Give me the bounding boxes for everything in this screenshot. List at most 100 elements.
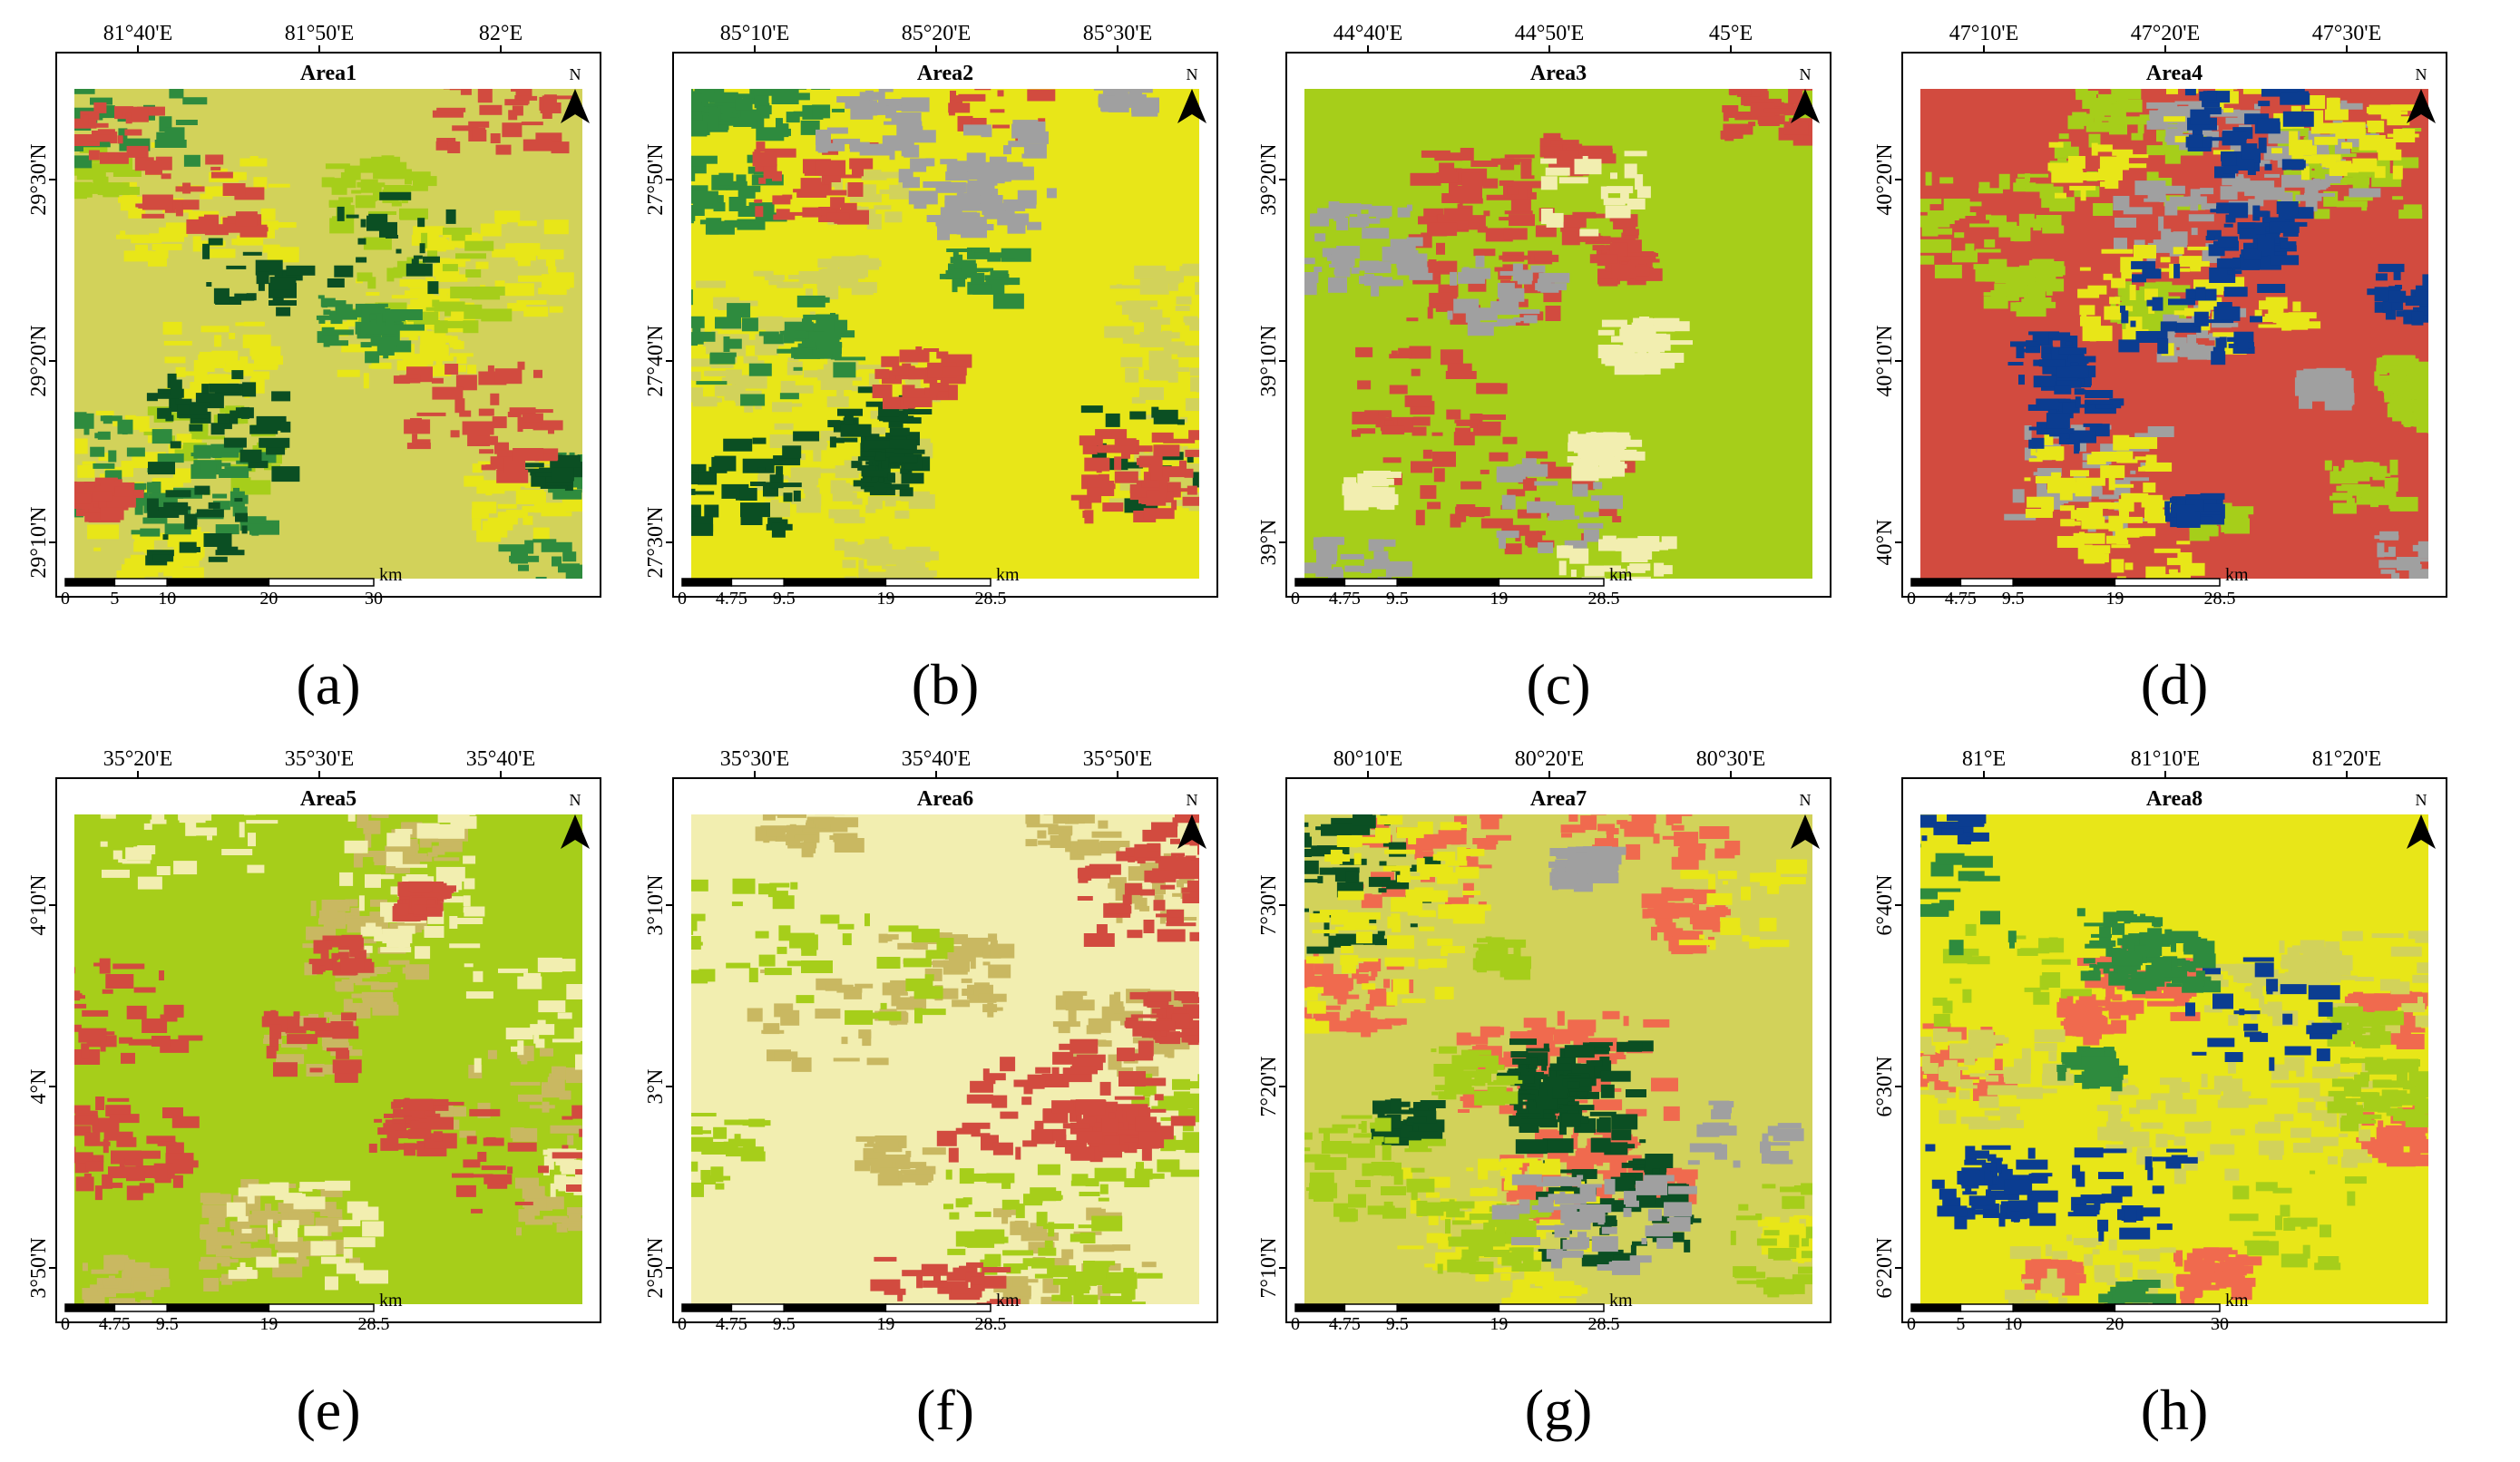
class-patches-gray bbox=[816, 89, 1159, 240]
scale-segment bbox=[681, 1303, 733, 1312]
scale-label: 9.5 bbox=[1386, 589, 1409, 609]
land-cover-raster bbox=[74, 814, 582, 1304]
scale-segment bbox=[64, 1303, 116, 1312]
class-patches-red bbox=[752, 89, 1199, 524]
latitude-label: 6°40'N bbox=[1873, 874, 1897, 935]
scale-bar: 0 4.75 9.5 19 28.5 km bbox=[61, 1291, 403, 1334]
scale-bar: 0 5 10 20 30 km bbox=[1907, 1291, 2249, 1334]
scale-unit: km bbox=[2225, 1291, 2249, 1311]
scale-segment bbox=[2114, 1303, 2221, 1312]
latitude-label: 29°10'N bbox=[27, 506, 51, 578]
longitude-label: 82°E bbox=[479, 22, 523, 45]
latitude-label: 4°N bbox=[27, 1069, 51, 1105]
longitude-label: 81°10'E bbox=[2131, 747, 2201, 771]
longitude-label: 85°20'E bbox=[902, 22, 972, 45]
north-arrow-icon bbox=[1177, 89, 1206, 123]
longitude-label: 35°40'E bbox=[902, 747, 972, 771]
scale-segment bbox=[64, 578, 116, 587]
latitude-label: 4°10'N bbox=[27, 874, 51, 935]
land-cover-raster bbox=[691, 89, 1199, 579]
scale-bar: 0 4.75 9.5 19 28.5 km bbox=[678, 565, 1020, 609]
scale-label: 20 bbox=[259, 589, 278, 609]
scale-segment bbox=[1959, 578, 2014, 587]
map-panel-b: Area2 N 85°10'E 85°20'E 85°30'E 27°50'N 27°40'… bbox=[644, 22, 1218, 716]
longitude-label: 81°E bbox=[1962, 747, 2006, 771]
scale-unit: km bbox=[996, 1291, 1020, 1311]
scale-segment bbox=[166, 1303, 270, 1312]
scale-segment bbox=[783, 578, 887, 587]
latitude-label: 40°10'N bbox=[1873, 325, 1897, 396]
scale-bar: 0 4.75 9.5 19 28.5 km bbox=[1291, 1291, 1633, 1334]
scale-label: 0 bbox=[1907, 589, 1916, 609]
latitude-label: 39°N bbox=[1257, 520, 1281, 566]
longitude-label: 35°40'E bbox=[466, 747, 536, 771]
scale-label: 4.75 bbox=[716, 589, 747, 609]
scale-unit: km bbox=[1609, 565, 1633, 585]
latitude-label: 6°20'N bbox=[1873, 1237, 1897, 1298]
scale-segment bbox=[1294, 578, 1346, 587]
class-patches-red bbox=[74, 89, 574, 523]
scale-unit: km bbox=[996, 565, 1020, 585]
longitude-label: 44°50'E bbox=[1515, 22, 1585, 45]
scale-label: 19 bbox=[876, 1314, 894, 1334]
scale-label: 5 bbox=[110, 589, 119, 609]
class-patches-yellow_green bbox=[1304, 936, 1812, 1298]
longitude-label: 81°50'E bbox=[285, 22, 355, 45]
scale-label: 30 bbox=[365, 589, 383, 609]
scale-segment bbox=[166, 578, 270, 587]
class-patches-red bbox=[74, 881, 582, 1213]
longitude-label: 80°30'E bbox=[1696, 747, 1766, 771]
land-cover-raster bbox=[1920, 814, 2428, 1304]
scale-label: 4.75 bbox=[1329, 1314, 1361, 1334]
scale-segment bbox=[1294, 1303, 1346, 1312]
longitude-label: 47°20'E bbox=[2131, 22, 2201, 45]
map-panel-h: Area8 N 81°E 81°10'E 81°20'E 6°40'N 6°30'N 6°20… bbox=[1873, 747, 2447, 1442]
scale-segment bbox=[113, 578, 168, 587]
scale-segment bbox=[783, 1303, 887, 1312]
north-arrow-icon bbox=[1177, 814, 1206, 849]
class-patches-gray bbox=[1304, 201, 1623, 579]
panel-title: Area3 bbox=[1530, 62, 1587, 85]
class-patches-dark_green bbox=[145, 191, 582, 566]
longitude-label: 80°10'E bbox=[1333, 747, 1403, 771]
longitude-label: 80°20'E bbox=[1515, 747, 1585, 771]
north-label: N bbox=[2416, 791, 2427, 809]
class-patches-pale_yellow bbox=[100, 814, 582, 1291]
scale-label: 4.75 bbox=[1945, 589, 1977, 609]
latitude-label: 3°N bbox=[644, 1069, 668, 1105]
map-panel-g: Area7 N 80°10'E 80°20'E 80°30'E 7°30'N 7°20'N 7… bbox=[1257, 747, 1831, 1442]
scale-bar: 0 4.75 9.5 19 28.5 km bbox=[1291, 565, 1633, 609]
scale-bar: 0 4.75 9.5 19 28.5 km bbox=[1907, 565, 2249, 609]
panel-title: Area4 bbox=[2146, 62, 2203, 85]
north-label: N bbox=[570, 791, 581, 809]
class-patches-dark_green bbox=[691, 386, 1199, 538]
scale-label: 19 bbox=[1490, 1314, 1508, 1334]
latitude-label: 7°20'N bbox=[1257, 1056, 1281, 1116]
scale-segment bbox=[1910, 578, 1962, 587]
scale-label: 9.5 bbox=[773, 1314, 796, 1334]
latitude-label: 40°20'N bbox=[1873, 143, 1897, 215]
longitude-label: 85°30'E bbox=[1083, 22, 1153, 45]
scale-label: 28.5 bbox=[1588, 1314, 1620, 1334]
scale-label: 10 bbox=[2004, 1314, 2022, 1334]
scale-label: 28.5 bbox=[1588, 589, 1620, 609]
scale-label: 4.75 bbox=[1329, 589, 1361, 609]
longitude-label: 35°50'E bbox=[1083, 747, 1153, 771]
scale-segment bbox=[1343, 578, 1398, 587]
land-cover-raster bbox=[1304, 89, 1812, 579]
scale-segment bbox=[2012, 578, 2116, 587]
scale-segment bbox=[1343, 1303, 1398, 1312]
scale-label: 28.5 bbox=[975, 1314, 1007, 1334]
longitude-label: 35°30'E bbox=[285, 747, 355, 771]
scale-label: 9.5 bbox=[773, 589, 796, 609]
scale-segment bbox=[1959, 1303, 2014, 1312]
scale-segment bbox=[1498, 578, 1605, 587]
latitude-label: 6°30'N bbox=[1873, 1056, 1897, 1116]
scale-label: 28.5 bbox=[358, 1314, 390, 1334]
longitude-label: 44°40'E bbox=[1333, 22, 1403, 45]
north-arrow-icon bbox=[1791, 814, 1820, 849]
scale-label: 0 bbox=[61, 589, 70, 609]
latitude-label: 2°50'N bbox=[644, 1237, 668, 1298]
north-arrow-icon bbox=[2407, 89, 2436, 123]
latitude-label: 29°20'N bbox=[27, 325, 51, 396]
